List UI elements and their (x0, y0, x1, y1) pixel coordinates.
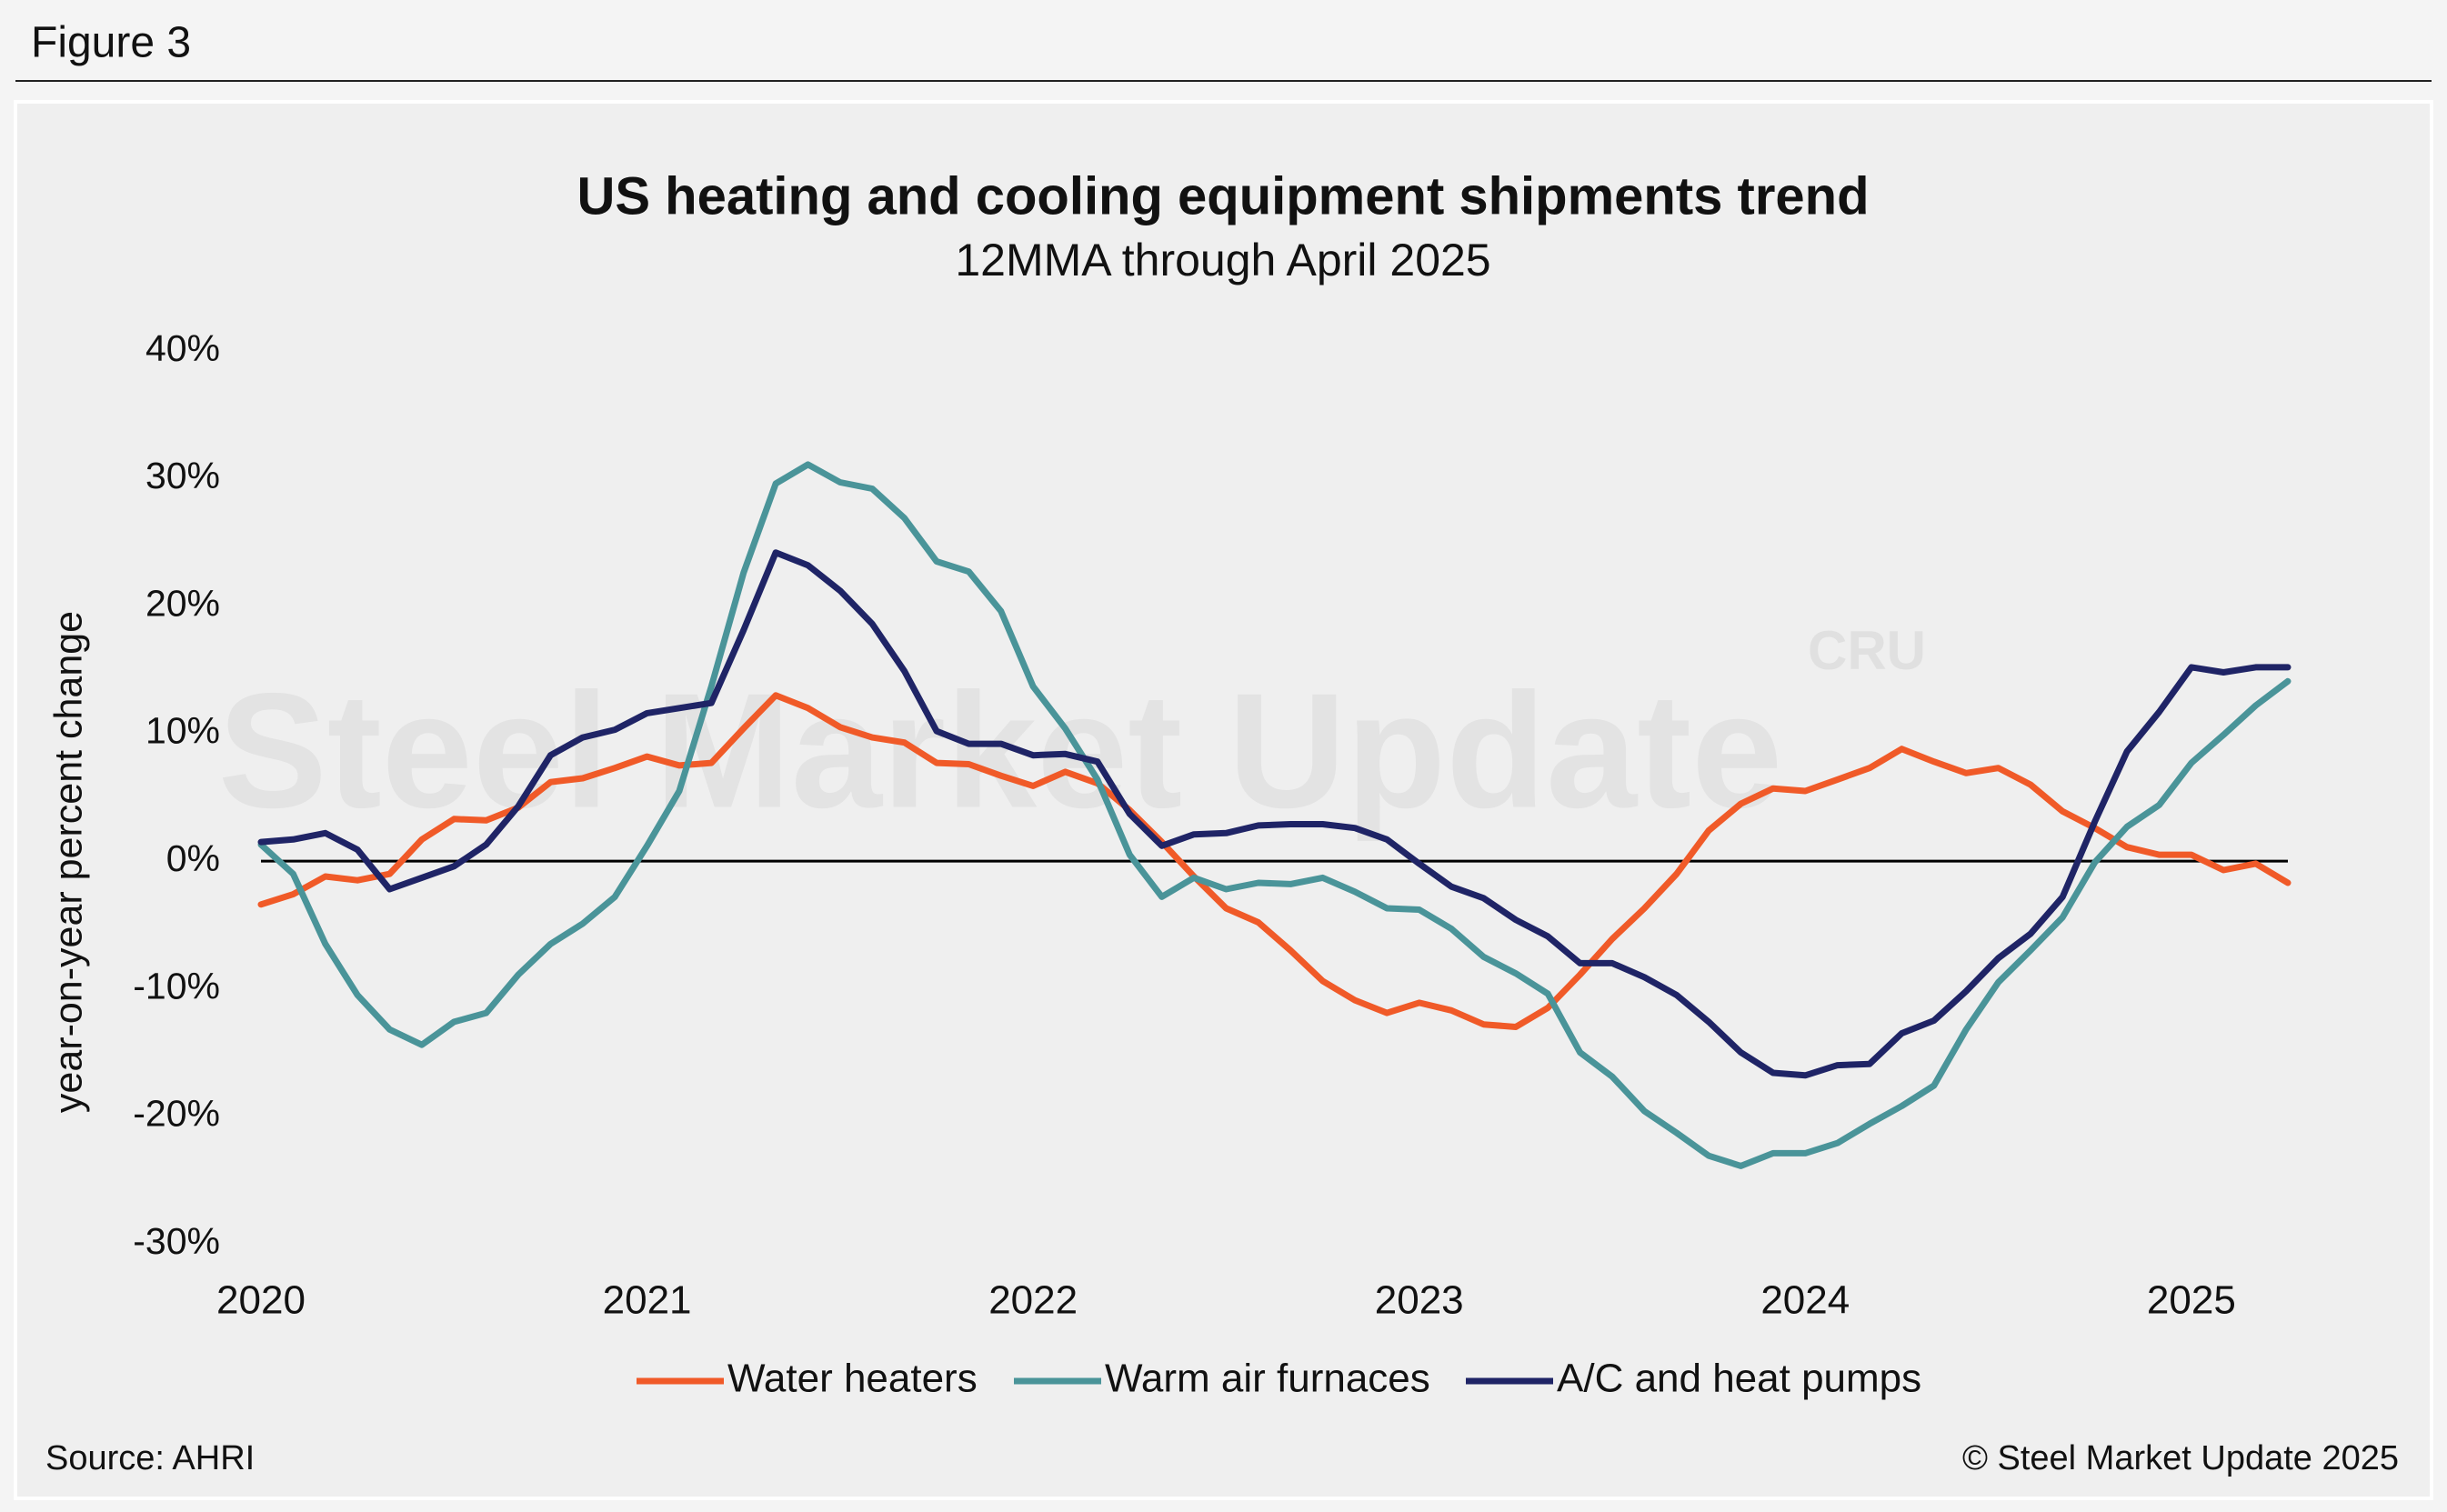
chart-subtitle: 12MMA through April 2025 (955, 235, 1490, 285)
legend-label: Warm air furnaces (1105, 1357, 1430, 1401)
y-tick-label: -10% (133, 965, 220, 1006)
source: Source: AHRI (45, 1439, 255, 1477)
y-tick-label: -20% (133, 1093, 220, 1135)
x-tick-label: 2020 (216, 1278, 306, 1323)
x-tick-label: 2022 (988, 1278, 1078, 1323)
y-axis-label: year-on-year percent change (46, 611, 90, 1113)
watermark: Steel Market Update (218, 660, 1783, 843)
legend-label: A/C and heat pumps (1557, 1357, 1921, 1401)
legend-label: Water heaters (727, 1357, 978, 1401)
y-tick-label: -30% (133, 1220, 220, 1262)
x-tick-label: 2021 (603, 1278, 692, 1323)
chart-title: US heating and cooling equipment shipmen… (577, 166, 1869, 225)
series-line (257, 461, 2292, 1169)
y-tick-label: 0% (166, 837, 220, 879)
x-tick-label: 2023 (1375, 1278, 1464, 1323)
panel (14, 100, 2433, 1500)
copyright: © Steel Market Update 2025 (1962, 1439, 2399, 1477)
series-line (257, 549, 2292, 1079)
y-tick-label: 10% (145, 710, 220, 752)
watermark-logo: CRU (1808, 620, 1926, 681)
x-tick-label: 2025 (2147, 1278, 2236, 1323)
figure-label: Figure 3 (31, 19, 191, 67)
y-tick-label: 20% (145, 582, 220, 624)
y-tick-label: 30% (145, 455, 220, 496)
x-tick-label: 2024 (1760, 1278, 1850, 1323)
series-line (257, 692, 2292, 1030)
y-tick-label: 40% (145, 327, 220, 369)
